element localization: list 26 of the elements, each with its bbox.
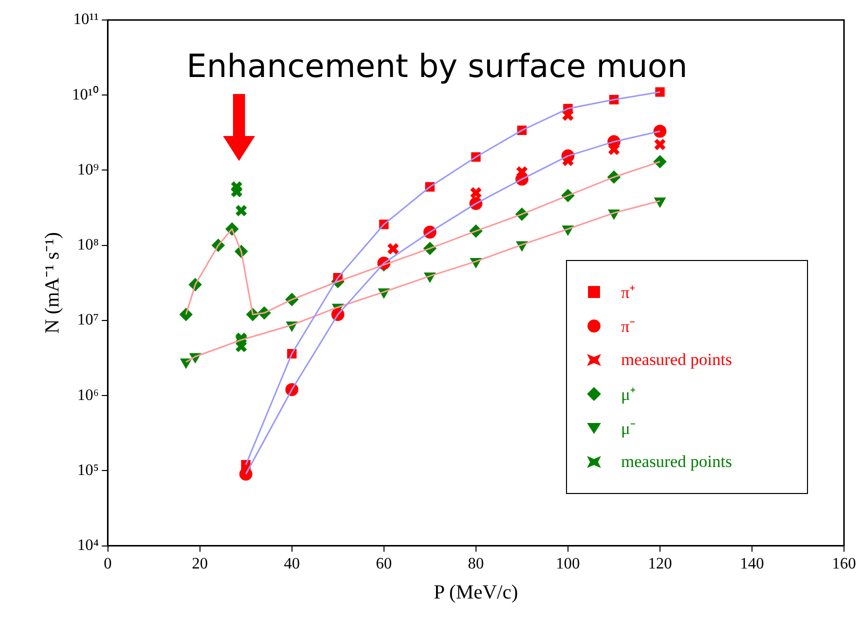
y-tick-label: 10⁸ bbox=[77, 236, 99, 254]
legend-label: measured points bbox=[621, 350, 732, 370]
x-tick-label: 160 bbox=[832, 556, 856, 573]
y-tick-label: 10¹⁰ bbox=[72, 85, 99, 104]
x-tick-label: 80 bbox=[468, 556, 484, 573]
x-tick-label: 140 bbox=[740, 556, 764, 573]
legend-label: μ⁻ bbox=[621, 418, 636, 440]
legend-label: μ⁺ bbox=[621, 384, 636, 406]
legend-label: measured points bbox=[621, 452, 732, 472]
annotation: Enhancement by surface muon bbox=[186, 47, 688, 85]
x-tick-label: 120 bbox=[648, 556, 672, 573]
x-axis-title: P (MeV/c) bbox=[434, 581, 518, 604]
y-tick-label: 10⁷ bbox=[77, 312, 99, 329]
y-tick-label: 10⁵ bbox=[77, 462, 99, 479]
x-tick-label: 40 bbox=[284, 556, 300, 573]
legend-label: π⁺ bbox=[621, 282, 636, 304]
x-tick-label: 20 bbox=[192, 556, 208, 573]
y-tick-label: 10⁴ bbox=[77, 537, 100, 554]
y-tick-label: 10⁹ bbox=[77, 161, 100, 178]
y-tick-label: 10⁶ bbox=[77, 386, 99, 404]
legend-label: π⁻ bbox=[621, 316, 636, 338]
x-tick-label: 100 bbox=[556, 556, 580, 573]
y-axis-title: N (mA⁻¹ s⁻¹) bbox=[41, 232, 64, 334]
x-tick-label: 0 bbox=[104, 556, 112, 573]
y-tick-label: 10¹¹ bbox=[73, 11, 99, 28]
x-tick-label: 60 bbox=[376, 556, 392, 573]
